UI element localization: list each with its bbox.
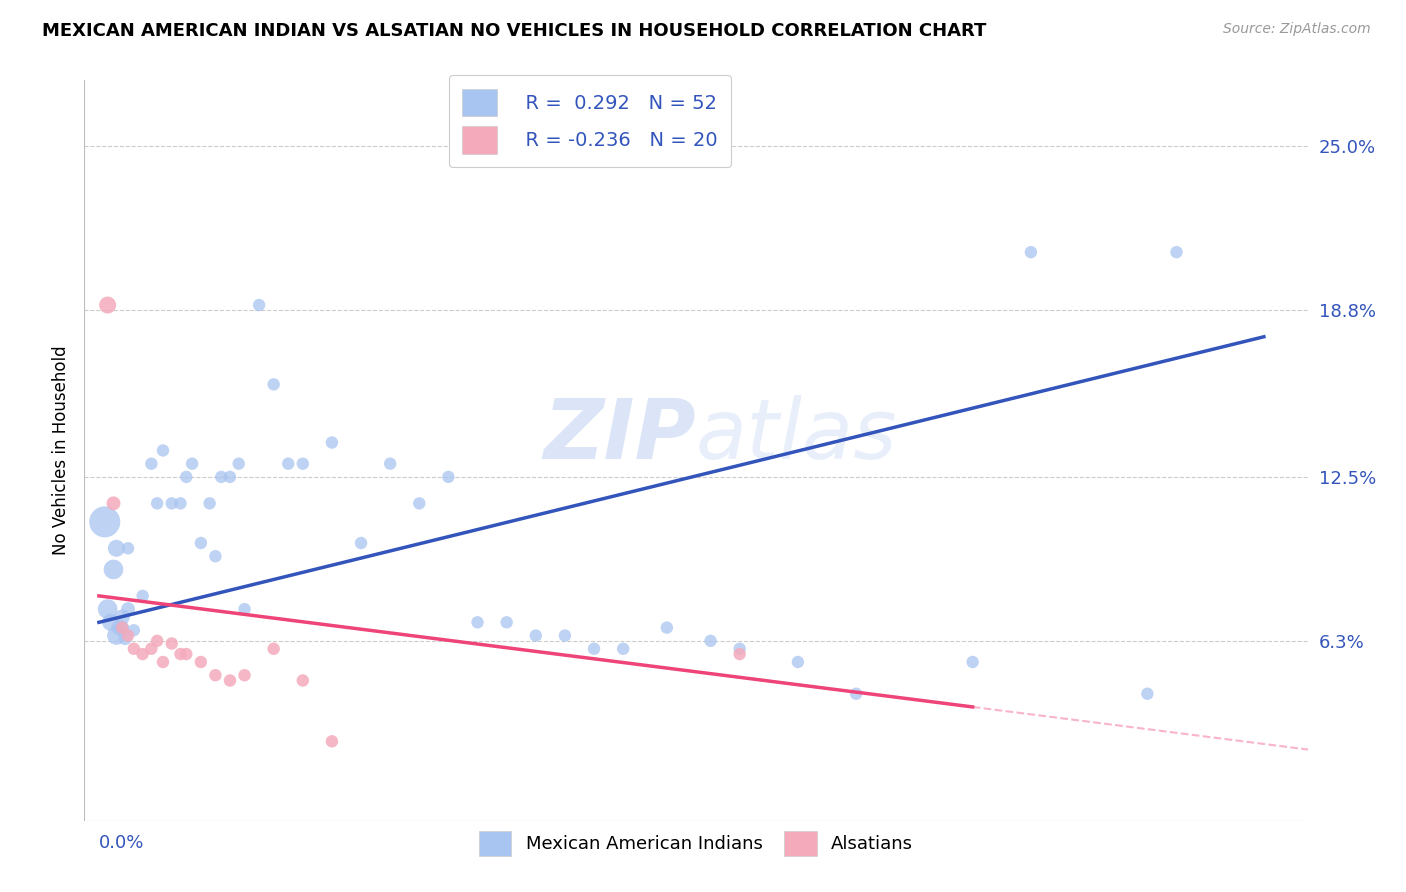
Point [728,647,751,661]
Point [152,655,174,669]
Point [233,602,256,616]
Point [467,615,489,630]
Point [105,629,128,643]
Point [408,496,430,510]
Point [198,496,221,510]
Point [152,443,174,458]
Point [100,615,122,630]
Point [174,647,197,661]
Text: ZIP: ZIP [543,395,696,476]
Point [1166,245,1188,260]
Point [174,470,197,484]
Point [122,641,145,656]
Point [111,621,134,635]
Point [141,641,163,656]
Point [699,633,721,648]
Point [131,647,153,661]
Text: atlas: atlas [696,395,897,476]
Point [728,641,751,656]
Point [209,470,232,484]
Point [612,641,634,656]
Text: MEXICAN AMERICAN INDIAN VS ALSATIAN NO VEHICLES IN HOUSEHOLD CORRELATION CHART: MEXICAN AMERICAN INDIAN VS ALSATIAN NO V… [42,22,987,40]
Y-axis label: No Vehicles in Household: No Vehicles in Household [52,345,70,556]
Legend: Mexican American Indians, Alsatians: Mexican American Indians, Alsatians [471,823,921,863]
Point [108,621,131,635]
Point [160,636,183,650]
Point [845,687,868,701]
Point [228,457,250,471]
Point [291,457,314,471]
Point [233,668,256,682]
Point [554,629,576,643]
Point [103,496,125,510]
Point [117,541,139,556]
Point [321,734,343,748]
Point [277,457,299,471]
Point [437,470,460,484]
Point [350,536,373,550]
Point [263,641,285,656]
Point [117,602,139,616]
Point [291,673,314,688]
Point [190,536,212,550]
Point [219,673,242,688]
Point [655,621,678,635]
Point [524,629,547,643]
Point [204,549,226,564]
Point [103,562,125,576]
Point [1136,687,1159,701]
Point [495,615,517,630]
Point [169,496,191,510]
Text: 0.0%: 0.0% [98,834,145,852]
Point [962,655,984,669]
Point [97,298,120,312]
Point [247,298,270,312]
Point [131,589,153,603]
Point [146,496,169,510]
Point [105,541,128,556]
Point [380,457,402,471]
Point [141,457,163,471]
Point [111,621,134,635]
Point [204,668,226,682]
Point [169,647,191,661]
Point [111,610,134,624]
Point [117,629,139,643]
Point [114,631,136,645]
Point [321,435,343,450]
Point [1019,245,1042,260]
Point [219,470,242,484]
Point [146,633,169,648]
Point [263,377,285,392]
Point [93,515,115,529]
Point [190,655,212,669]
Point [97,602,120,616]
Point [583,641,606,656]
Point [122,624,145,638]
Point [787,655,810,669]
Point [181,457,204,471]
Point [160,496,183,510]
Text: Source: ZipAtlas.com: Source: ZipAtlas.com [1223,22,1371,37]
